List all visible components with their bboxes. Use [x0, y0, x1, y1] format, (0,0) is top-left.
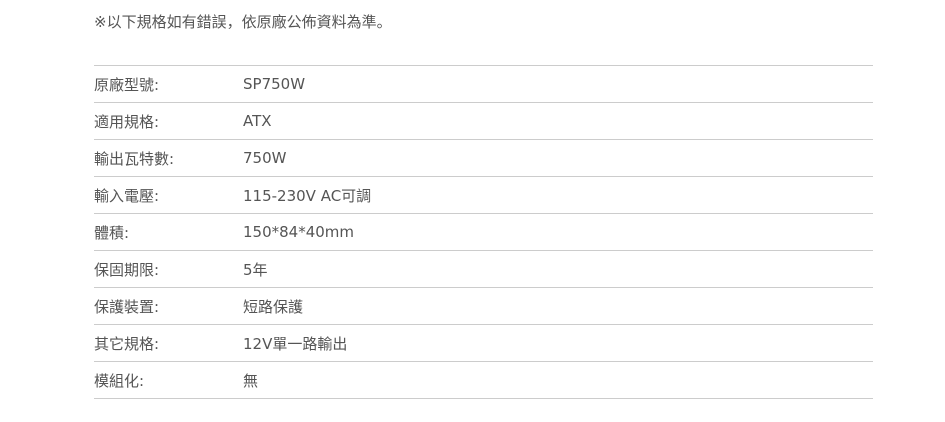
spec-row-form-factor: 適用規格: ATX — [94, 103, 873, 140]
spec-value: 12V單一路輸出 — [243, 334, 348, 353]
spec-row-modular: 模組化: 無 — [94, 362, 873, 399]
spec-label: 原廠型號: — [94, 75, 160, 94]
spec-label: 體積: — [94, 223, 130, 242]
spec-row-dimensions: 體積: 150*84*40mm — [94, 214, 873, 251]
spec-value: 150*84*40mm — [243, 223, 355, 241]
spec-label: 其它規格: — [94, 334, 160, 353]
spec-row-protection: 保護裝置: 短路保護 — [94, 288, 873, 325]
spec-label: 保護裝置: — [94, 297, 160, 316]
spec-value: ATX — [243, 112, 272, 130]
spec-row-input-voltage: 輸入電壓: 115-230V AC可調 — [94, 177, 873, 214]
spec-value: 5年 — [243, 260, 268, 279]
spec-value: 短路保護 — [243, 297, 304, 316]
spec-value: 115-230V AC可調 — [243, 186, 372, 205]
spec-label: 輸出瓦特數: — [94, 149, 175, 168]
spec-value: SP750W — [243, 75, 306, 93]
spec-row-model: 原廠型號: SP750W — [94, 66, 873, 103]
spec-row-other: 其它規格: 12V單一路輸出 — [94, 325, 873, 362]
spec-row-wattage: 輸出瓦特數: 750W — [94, 140, 873, 177]
spec-label: 模組化: — [94, 371, 145, 390]
spec-value: 750W — [243, 149, 287, 167]
spec-table: 原廠型號: SP750W 適用規格: ATX 輸出瓦特數: 750W 輸入電壓: 115… — [94, 65, 873, 399]
spec-label: 輸入電壓: — [94, 186, 160, 205]
spec-value: 無 — [243, 371, 259, 390]
spec-label: 適用規格: — [94, 112, 160, 131]
spec-row-warranty: 保固期限: 5年 — [94, 251, 873, 288]
spec-label: 保固期限: — [94, 260, 160, 279]
disclaimer-note: ※以下規格如有錯誤，依原廠公佈資料為準。 — [94, 13, 392, 31]
